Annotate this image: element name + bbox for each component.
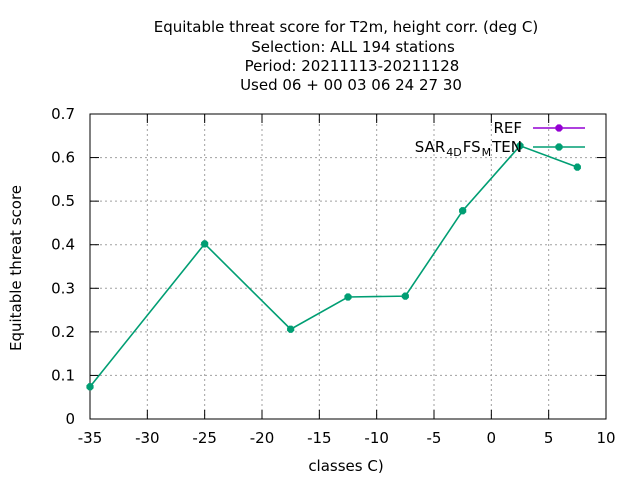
title-line-2: Selection: ALL 194 stations: [251, 38, 455, 56]
y-tick-label: 0: [65, 410, 75, 428]
grid: [90, 114, 606, 419]
y-tick-label: 0.7: [51, 105, 75, 123]
legend-marker-sar: [555, 143, 563, 151]
x-tick-label: -25: [192, 429, 217, 447]
y-tick-label: 0.3: [51, 279, 75, 297]
legend: REF SAR4DFSMTEN: [415, 119, 585, 159]
plot-frame: [89, 113, 607, 420]
x-axis-label: classes C): [308, 457, 383, 475]
legend-marker-ref: [555, 124, 563, 132]
legend-entry-ref: REF: [493, 119, 585, 137]
y-axis-label: Equitable threat score: [7, 185, 25, 351]
data-point: [201, 240, 209, 248]
legend-label-ref: REF: [493, 119, 522, 137]
x-tick-labels: -35 -30 -25 -20 -15 -10 -5 0 5 10: [78, 429, 616, 447]
title-line-1: Equitable threat score for T2m, height c…: [154, 18, 539, 36]
legend-sar-part-1: SAR: [415, 138, 445, 156]
y-tick-label: 0.4: [51, 236, 75, 254]
title-line-4: Used 06 + 00 03 06 24 27 30: [240, 76, 462, 94]
legend-sar-part-3: FS: [463, 138, 481, 156]
y-tick-labels: 0 0.1 0.2 0.3 0.4 0.5 0.6 0.7: [51, 105, 75, 428]
x-tick-label: 10: [596, 429, 615, 447]
axis-ticks: [89, 113, 607, 420]
data-point: [344, 293, 352, 301]
legend-sar-part-5: TEN: [491, 138, 522, 156]
data-point: [573, 163, 581, 171]
y-tick-label: 0.1: [51, 366, 75, 384]
x-tick-label: -10: [364, 429, 389, 447]
data-point: [287, 325, 295, 333]
x-tick-label: -5: [427, 429, 442, 447]
y-tick-label: 0.5: [51, 192, 75, 210]
x-tick-label: -20: [250, 429, 275, 447]
legend-label-sar: SAR4DFSMTEN: [415, 138, 522, 159]
legend-sar-part-2: 4D: [446, 146, 461, 159]
x-tick-label: 5: [544, 429, 554, 447]
data-point: [459, 207, 467, 215]
x-tick-label: -30: [135, 429, 160, 447]
legend-sar-part-4: M: [482, 146, 492, 159]
data-point: [516, 142, 524, 150]
legend-entry-sar: SAR4DFSMTEN: [415, 138, 585, 159]
data-point: [401, 292, 409, 300]
y-tick-label: 0.2: [51, 323, 75, 341]
y-tick-label: 0.6: [51, 149, 75, 167]
x-tick-label: -35: [78, 429, 103, 447]
series: [86, 142, 581, 391]
series-line: [89, 144, 578, 388]
chart-title: Equitable threat score for T2m, height c…: [154, 18, 539, 94]
title-line-3: Period: 20211113-20211128: [245, 57, 460, 75]
x-tick-label: 0: [487, 429, 497, 447]
x-tick-label: -15: [307, 429, 332, 447]
data-point: [86, 383, 94, 391]
